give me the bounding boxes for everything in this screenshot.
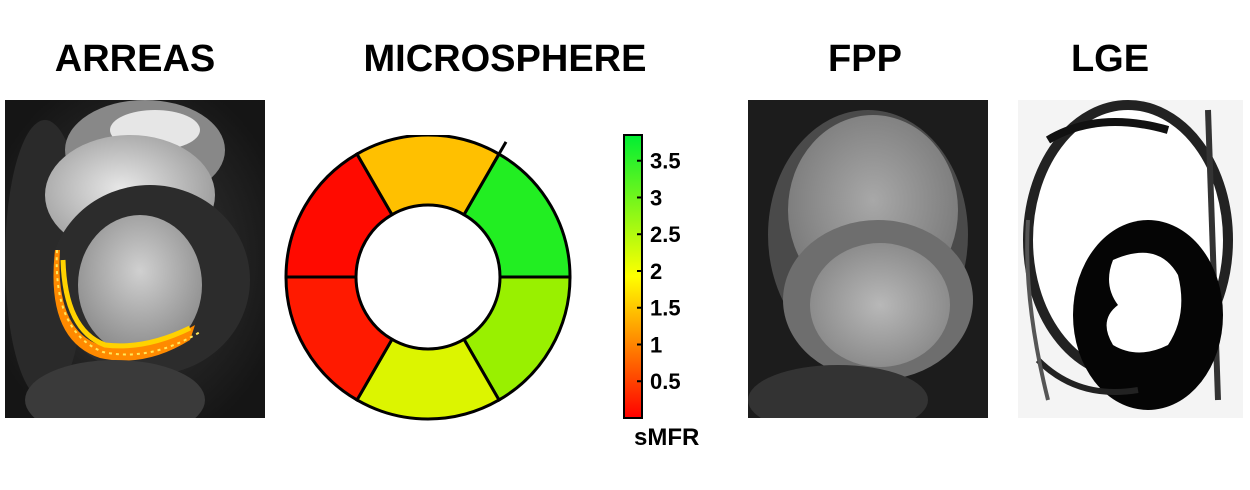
- bullseye-reference-mark: [490, 141, 508, 167]
- fpp-mri-image: [748, 100, 988, 418]
- colorbar-tick-label: 1: [650, 332, 662, 357]
- colorbar-tick-label: 1.5: [650, 296, 681, 321]
- microsphere-bullseye: [284, 135, 572, 421]
- colorbar-label: sMFR: [634, 424, 700, 451]
- arreas-mri-image: [5, 100, 265, 418]
- colorbar-tick-label: 3.5: [650, 149, 681, 174]
- fpp-title: FPP: [828, 38, 902, 80]
- colorbar-gradient: [623, 134, 643, 419]
- colorbar-tick-label: 0.5: [650, 369, 681, 394]
- colorbar-tick-label: 2: [650, 259, 662, 284]
- microsphere-title: MICROSPHERE: [363, 38, 647, 80]
- lge-title: LGE: [1070, 38, 1150, 80]
- colorbar-tick-label: 3: [650, 185, 662, 210]
- smfr-colorbar: 3.5 3 2.5 2 1.5 1 0.5: [623, 134, 681, 419]
- arreas-title: ARREAS: [54, 38, 216, 80]
- colorbar-tick-label: 2.5: [650, 222, 681, 247]
- lge-mri-image: [1018, 100, 1243, 418]
